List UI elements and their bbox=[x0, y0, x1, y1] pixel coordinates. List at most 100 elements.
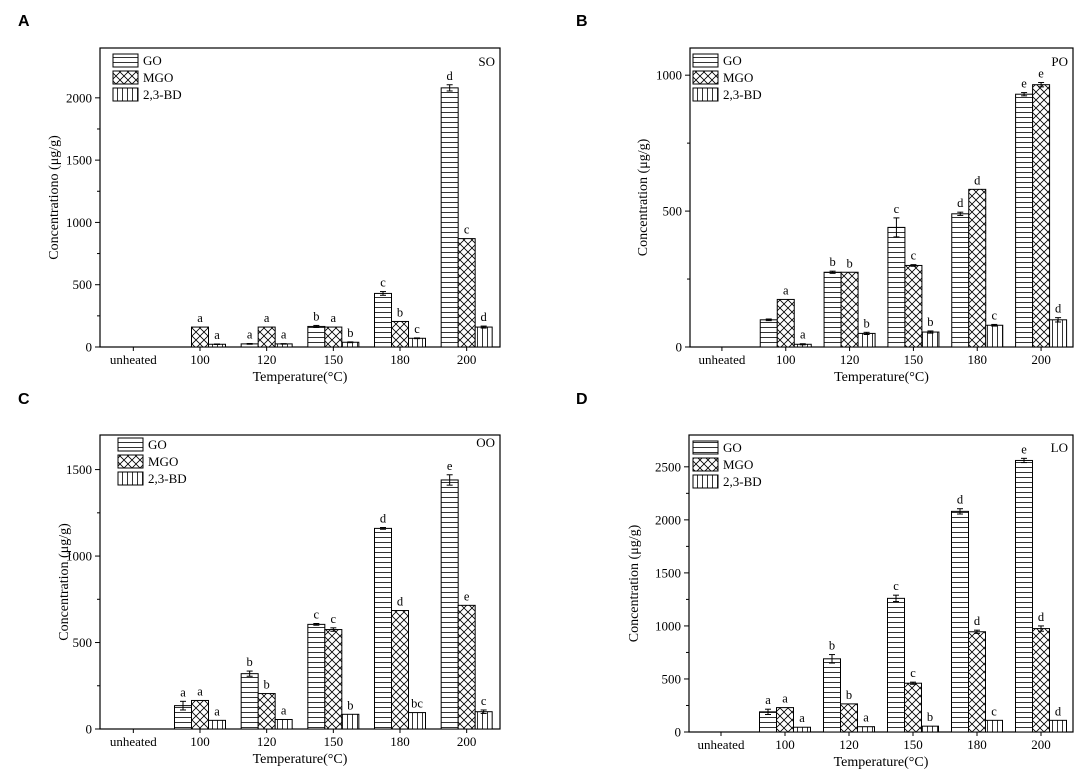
significance-label: b bbox=[313, 309, 319, 323]
bar-go-200 bbox=[1015, 459, 1033, 733]
legend-swatch-bd bbox=[112, 87, 139, 102]
significance-label: d bbox=[397, 595, 404, 609]
bar-mgo-200 bbox=[457, 604, 476, 730]
significance-label: b bbox=[247, 655, 253, 669]
x-tick-label: 120 bbox=[839, 737, 859, 752]
y-tick-label: 0 bbox=[675, 725, 682, 740]
significance-label: b bbox=[829, 255, 835, 269]
x-tick-label: unheated bbox=[110, 352, 157, 367]
x-tick-label: 180 bbox=[390, 352, 410, 367]
significance-label: a bbox=[214, 704, 220, 718]
legend-label-mgo: MGO bbox=[148, 454, 178, 469]
bar-go-180 bbox=[374, 292, 392, 348]
significance-label: b bbox=[863, 316, 869, 330]
bar-go-100 bbox=[759, 319, 778, 348]
significance-label: bc bbox=[411, 697, 423, 711]
significance-label: b bbox=[397, 305, 403, 319]
x-tick-label: unheated bbox=[698, 737, 745, 752]
y-tick-label: 1000 bbox=[655, 618, 681, 633]
significance-label: a bbox=[765, 693, 771, 707]
x-tick-label: 200 bbox=[457, 352, 477, 367]
x-axis-title: Temperature(°C) bbox=[253, 752, 348, 767]
significance-label: c bbox=[331, 612, 337, 626]
significance-label: d bbox=[447, 69, 454, 83]
x-tick-label: 200 bbox=[1031, 352, 1051, 367]
y-axis-title: Concentration (μg/g) bbox=[57, 523, 72, 641]
panel-letter: B bbox=[576, 13, 588, 30]
bar-bd-200 bbox=[474, 326, 493, 348]
bar-mgo-200 bbox=[457, 238, 476, 348]
bar-bd-200 bbox=[1049, 719, 1067, 733]
significance-label: d bbox=[957, 493, 964, 507]
x-tick-label: 150 bbox=[324, 734, 344, 749]
legend-swatch-mgo bbox=[692, 70, 719, 85]
legend-swatch-mgo bbox=[117, 454, 144, 469]
bar-mgo-200 bbox=[1032, 84, 1051, 348]
significance-label: c bbox=[991, 704, 997, 718]
oil-label: PO bbox=[1051, 54, 1068, 69]
significance-label: a bbox=[331, 311, 337, 325]
legend-label-mgo: MGO bbox=[723, 457, 753, 472]
bar-bd-120 bbox=[857, 332, 876, 348]
bar-bd-200 bbox=[474, 711, 493, 730]
bar-go-150 bbox=[887, 226, 906, 348]
bar-mgo-200 bbox=[1032, 628, 1050, 733]
x-tick-label: 100 bbox=[190, 352, 210, 367]
y-tick-label: 1000 bbox=[66, 549, 92, 564]
bar-bd-150 bbox=[921, 331, 940, 348]
y-tick-label: 1500 bbox=[66, 462, 92, 477]
significance-label: c bbox=[314, 608, 320, 622]
x-tick-label: 100 bbox=[775, 737, 795, 752]
panel-a: A 0 500 1000 1500 2000 unheated 100 120 150 180 200… bbox=[18, 13, 501, 385]
y-axis-title: Concentration (μg/g) bbox=[636, 138, 651, 256]
legend-swatch-go bbox=[692, 53, 719, 68]
significance-label: d bbox=[1055, 704, 1062, 718]
bar-go-120 bbox=[823, 271, 842, 348]
significance-label: d bbox=[380, 512, 387, 526]
significance-label: a bbox=[264, 311, 270, 325]
bar-mgo-100 bbox=[776, 707, 794, 733]
bar-bd-180 bbox=[408, 337, 426, 348]
legend-swatch-go bbox=[117, 437, 144, 452]
significance-label: c bbox=[991, 308, 997, 322]
significance-label: e bbox=[447, 459, 453, 473]
significance-label: b bbox=[264, 678, 270, 692]
x-tick-label: 200 bbox=[1031, 737, 1051, 752]
bar-go-150 bbox=[307, 325, 326, 348]
x-axis-title: Temperature(°C) bbox=[834, 370, 929, 385]
significance-label: b bbox=[846, 256, 852, 270]
panel-letter: A bbox=[18, 13, 30, 30]
y-tick-label: 500 bbox=[662, 671, 682, 686]
panel-letter: C bbox=[18, 391, 30, 408]
legend-label-bd: 2,3-BD bbox=[723, 474, 762, 489]
significance-label: c bbox=[911, 249, 917, 263]
legend-label-bd: 2,3-BD bbox=[143, 87, 182, 102]
x-tick-label: 120 bbox=[840, 352, 860, 367]
y-tick-label: 0 bbox=[86, 722, 93, 737]
x-tick-label: 150 bbox=[324, 352, 344, 367]
y-tick-label: 500 bbox=[73, 277, 93, 292]
oil-label: SO bbox=[478, 54, 495, 69]
legend-label-go: GO bbox=[723, 53, 742, 68]
bar-bd-150 bbox=[341, 713, 360, 730]
oil-label: OO bbox=[476, 435, 495, 450]
plot-frame bbox=[99, 434, 501, 730]
significance-label: c bbox=[894, 202, 900, 216]
bar-mgo-180 bbox=[391, 320, 409, 348]
legend-swatch-go bbox=[112, 53, 139, 68]
legend: GO MGO 2,3-BD bbox=[692, 440, 762, 489]
panel-d: D 0 500 1000 1500 2000 2500 unheated 100 120 150 18… bbox=[576, 391, 1074, 770]
significance-label: b bbox=[846, 688, 852, 702]
bar-mgo-100 bbox=[191, 699, 209, 730]
bar-mgo-180 bbox=[391, 610, 409, 730]
bar-mgo-120 bbox=[840, 703, 858, 733]
x-axis-title: Temperature(°C) bbox=[834, 755, 929, 770]
y-tick-label: 1500 bbox=[655, 565, 681, 580]
y-tick-label: 2000 bbox=[66, 90, 92, 105]
bar-mgo-120 bbox=[257, 693, 276, 730]
legend-swatch-bd bbox=[692, 87, 719, 102]
significance-label: d bbox=[957, 196, 964, 210]
bar-mgo-150 bbox=[324, 326, 343, 348]
significance-label: b bbox=[927, 315, 933, 329]
